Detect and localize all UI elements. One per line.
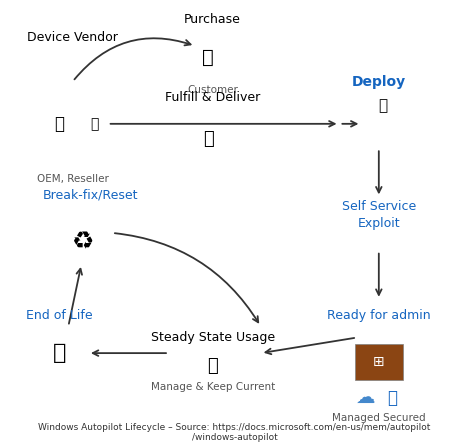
Text: Managed Secured: Managed Secured [332, 413, 426, 422]
Text: 🚪: 🚪 [53, 343, 66, 363]
Text: OEM, Reseller: OEM, Reseller [37, 174, 109, 185]
Text: Purchase: Purchase [184, 13, 241, 26]
Text: 🏢: 🏢 [54, 115, 65, 133]
Text: 🚚: 🚚 [203, 130, 214, 148]
Text: Customer: Customer [187, 86, 238, 95]
Text: 💻: 💻 [378, 99, 388, 113]
Text: Break-fix/Reset: Break-fix/Reset [42, 189, 138, 202]
Text: Windows Autopilot Lifecycle – Source: https://docs.microsoft.com/en-us/mem/autop: Windows Autopilot Lifecycle – Source: ht… [38, 423, 431, 442]
Text: ⊞: ⊞ [373, 355, 385, 369]
Text: 🛒: 🛒 [203, 47, 214, 67]
Text: Fulfill & Deliver: Fulfill & Deliver [165, 90, 260, 103]
FancyBboxPatch shape [355, 344, 403, 380]
Text: Device Vendor: Device Vendor [27, 30, 118, 43]
Text: 🛡: 🛡 [387, 388, 397, 407]
Text: Ready for admin: Ready for admin [327, 309, 431, 322]
Text: 🏭: 🏭 [91, 117, 99, 131]
Text: Self Service
Exploit: Self Service Exploit [342, 200, 416, 230]
Text: Deploy: Deploy [352, 74, 406, 89]
Text: Manage & Keep Current: Manage & Keep Current [151, 382, 275, 392]
Text: 🔄: 🔄 [207, 358, 218, 375]
Text: End of Life: End of Life [26, 309, 93, 322]
Text: ☁: ☁ [356, 388, 376, 407]
Text: ♻: ♻ [72, 230, 95, 254]
Text: Steady State Usage: Steady State Usage [151, 331, 275, 344]
